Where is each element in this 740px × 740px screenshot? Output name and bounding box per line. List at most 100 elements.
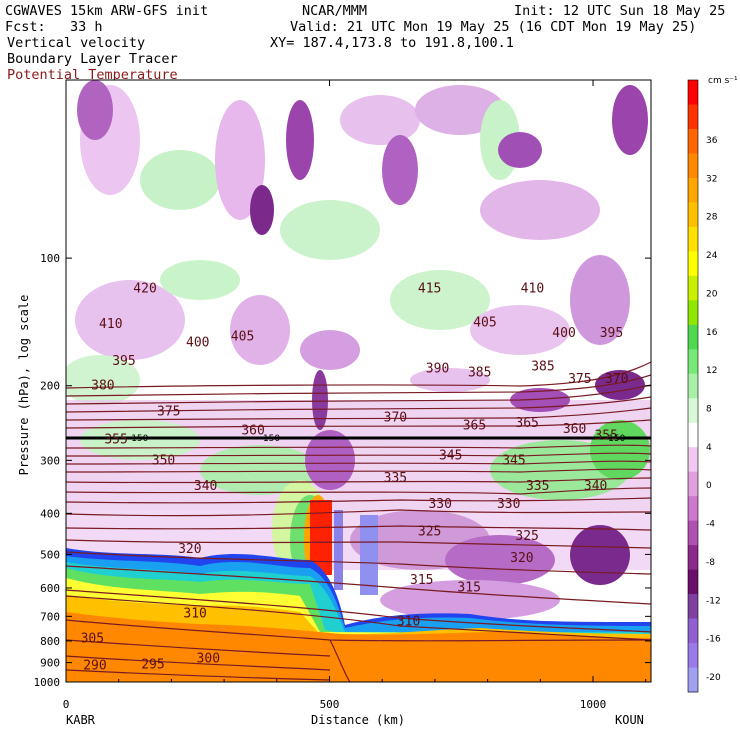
theta-label: 350 [152,453,175,468]
colorbar-units: cm s⁻¹ [708,76,738,86]
theta-label: 405 [231,329,254,344]
colorbar-swatch [688,667,698,693]
header-cross-section-xy: XY= 187.4,173.8 to 191.8,100.1 [270,35,514,51]
colorbar-label: 32 [706,174,717,184]
header-forecast-hour: Fcst: 33 h [5,19,103,35]
theta-label: 345 [502,453,525,468]
y-tick-label: 300 [40,454,60,467]
y-tick-label: 500 [40,548,60,561]
x-axis-ticks: 0 500 1000 [63,80,647,711]
theta-label: 410 [99,317,122,332]
header-model: CGWAVES 15km ARW-GFS init [5,3,209,19]
tropopause-tag: 150 [608,434,625,444]
theta-label: 360 [241,423,264,438]
colorbar-swatch [688,520,698,546]
tropopause-tag: 150 [131,434,148,444]
colorbar-swatch [688,275,698,301]
colorbar-swatch [688,202,698,228]
colorbar-label: -20 [706,673,721,683]
theta-label: 375 [568,372,591,387]
colorbar-label: 36 [706,136,718,146]
colorbar-label: 24 [706,251,718,261]
theta-label: 380 [91,379,114,394]
colorbar-label: 20 [706,289,718,299]
theta-label: 370 [384,411,407,426]
x-axis-title: Distance (km) [311,713,405,727]
theta-label: 335 [526,479,549,494]
colorbar-label: 0 [706,481,712,491]
colorbar-swatch [688,251,698,277]
colorbar-swatch [688,349,698,375]
colorbar-label: 4 [706,443,712,453]
theta-label: 320 [178,542,201,557]
theta-label: 330 [497,497,520,512]
colorbar-swatch [688,398,698,424]
theta-label: 415 [418,282,441,297]
y-tick-label: 400 [40,507,60,520]
colorbar-label: -8 [706,558,715,568]
theta-label: 340 [584,479,607,494]
colorbar: 36 32 28 24 20 16 12 8 4 0 -4 -8 -12 -16 -20 [687,79,721,693]
y-tick-label: 700 [40,610,60,623]
colorbar-swatch [688,226,698,252]
x-tick-label: 0 [63,698,70,711]
right-endpoint-label: KOUN [615,713,644,727]
colorbar-swatch [688,324,698,350]
header-field-vertical-velocity: Vertical velocity [7,35,146,51]
colorbar-swatch [688,545,698,571]
theta-label: 310 [397,615,420,630]
theta-label: 310 [183,607,206,622]
y-axis-title: Pressure (hPa), log scale [17,295,31,476]
y-tick-label: 200 [40,380,60,393]
theta-label: 315 [410,573,433,588]
colorbar-swatch [688,471,698,497]
colorbar-swatch [688,643,698,669]
potential-temperature-contours [66,361,651,682]
theta-label: 355 [594,428,617,443]
colorbar-swatch [688,177,698,203]
tropopause-tag: 150 [263,434,280,444]
tropopause-tags: 150 150 150 [131,434,625,444]
colorbar-label: 28 [706,213,718,223]
theta-label: 330 [428,497,451,512]
colorbar-label: -16 [706,635,721,645]
theta-label: 335 [384,471,407,486]
theta-label: 370 [605,372,628,387]
colorbar-label: 8 [706,405,712,415]
colorbar-label: -4 [706,520,715,530]
left-endpoint-label: KABR [66,713,96,727]
colorbar-swatch [688,422,698,448]
y-axis-ticks: 100 200 300 400 500 600 700 800 900 1000 [34,252,651,689]
colorbar-label: 12 [706,366,717,376]
vertical-velocity-field [66,80,651,682]
theta-label: 295 [141,658,164,673]
theta-label: 355 [104,433,127,448]
x-tick-label: 1000 [580,698,607,711]
y-tick-label: 1000 [34,676,61,689]
colorbar-label: 16 [706,328,718,338]
colorbar-label: -12 [706,596,721,606]
colorbar-swatch [688,569,698,595]
theta-label: 345 [439,448,462,463]
theta-label: 290 [83,659,106,674]
colorbar-swatch [688,80,698,105]
theta-label: 395 [600,326,623,341]
theta-label: 420 [133,282,156,297]
theta-label: 365 [463,418,486,433]
theta-contour-labels: 420 410 395 400 405 380 375 355 360 350 340 415 410 4… [81,282,629,674]
header-init: Init: 12 UTC Sun 18 May 25 [514,3,726,19]
y-tick-label: 800 [40,635,60,648]
y-tick-label: 600 [40,582,60,595]
theta-label: 365 [515,416,538,431]
header-field-potential-temperature: Potential Temperature [7,67,178,83]
theta-label: 390 [426,361,449,376]
colorbar-swatch [688,300,698,326]
theta-label: 385 [468,365,491,380]
y-tick-label: 900 [40,657,60,670]
theta-label: 405 [473,316,496,331]
theta-label: 360 [563,422,586,437]
header-valid-time: Valid: 21 UTC Mon 19 May 25 (16 CDT Mon … [290,19,697,35]
theta-label: 325 [515,529,538,544]
theta-label: 400 [552,326,575,341]
theta-label: 305 [81,632,104,647]
